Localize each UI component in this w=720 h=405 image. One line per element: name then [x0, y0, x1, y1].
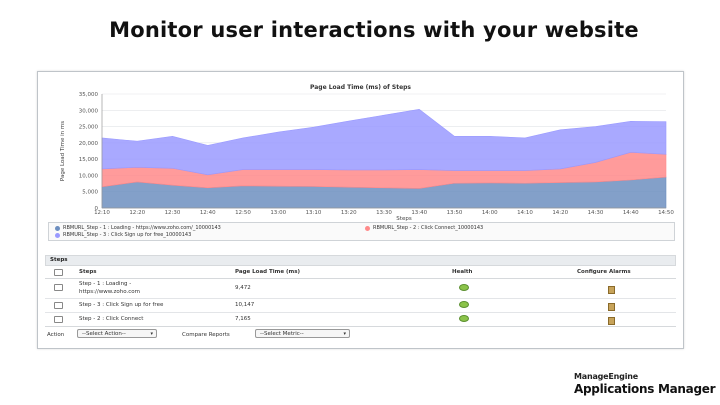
x-axis-label: Steps	[396, 216, 412, 222]
y-axis-label: Page Load Time in ms	[60, 121, 66, 181]
alarm-bell-icon[interactable]	[608, 286, 615, 294]
series-area-3	[101, 108, 667, 176]
page-load-time: 9,472	[235, 285, 251, 291]
action-select-value: --Select Action--	[82, 331, 126, 337]
legend-label: RBMURL_Step - 2 : Click Connect_10000143	[373, 225, 484, 231]
legend-item-step3[interactable]: RBMURL_Step - 3 : Click Sign up for free…	[55, 232, 191, 238]
column-health[interactable]: Health	[452, 269, 473, 275]
column-page-load-time[interactable]: Page Load Time (ms)	[235, 269, 301, 275]
legend-dot	[365, 225, 370, 231]
health-status-icon	[459, 315, 469, 322]
x-tick-label: 14:50	[658, 210, 674, 216]
brand-line2: Applications Manager	[574, 382, 716, 396]
x-tick-label: 14:30	[588, 210, 604, 216]
y-tick-label: 15,000	[79, 157, 99, 163]
x-tick-label: 12:50	[235, 210, 251, 216]
steps-section: Steps Steps Page Load Time (ms) Health C…	[45, 255, 676, 327]
legend-dot	[55, 232, 60, 238]
column-configure-alarms[interactable]: Configure Alarms	[577, 269, 631, 275]
health-status-icon	[459, 284, 469, 291]
y-tick-label: 5,000	[82, 190, 98, 196]
table-row: Step - 2 : Click Connect 7,165	[45, 313, 676, 327]
alarm-bell-icon[interactable]	[608, 303, 615, 311]
legend-dot	[55, 225, 60, 231]
x-tick-label: 12:40	[200, 210, 216, 216]
row-checkbox[interactable]	[54, 302, 63, 309]
y-tick-label: 10,000	[79, 173, 99, 179]
x-tick-label: 13:30	[376, 210, 392, 216]
x-tick-label: 13:40	[411, 210, 427, 216]
page-load-time: 7,165	[235, 316, 251, 322]
legend-label: RBMURL_Step - 3 : Click Sign up for free…	[63, 232, 192, 238]
alarm-bell-icon[interactable]	[608, 317, 615, 325]
x-tick-label: 13:50	[447, 210, 463, 216]
chevron-down-icon: ▾	[343, 331, 346, 337]
x-tick-label: 14:40	[623, 210, 639, 216]
steps-table-header: Steps Page Load Time (ms) Health Configu…	[45, 266, 676, 279]
page-load-chart: 0 5,000 10,000 15,000 20,000 25,000 30,000 35,0…	[60, 92, 674, 222]
x-tick-label: 12:30	[165, 210, 181, 216]
report-panel: Page Load Time (ms) of Steps 0 5,000 10,00…	[37, 71, 684, 349]
brand-logo: ManageEngine Applications Manager	[574, 372, 716, 396]
action-label: Action	[47, 332, 65, 338]
legend-item-step2[interactable]: RBMURL_Step - 2 : Click Connect_10000143	[365, 225, 483, 231]
metric-select[interactable]: --Select Metric-- ▾	[255, 329, 350, 338]
steps-panel-title: Steps	[45, 255, 676, 266]
x-tick-label: 12:20	[129, 210, 145, 216]
brand-line1: ManageEngine	[574, 372, 638, 381]
y-tick-label: 35,000	[79, 92, 99, 98]
page-load-time: 10,147	[235, 302, 255, 308]
row-checkbox[interactable]	[54, 284, 63, 291]
column-steps[interactable]: Steps	[79, 269, 97, 275]
row-checkbox[interactable]	[54, 316, 63, 323]
y-tick-label: 30,000	[79, 108, 99, 114]
select-all-checkbox[interactable]	[54, 269, 63, 276]
x-tick-label: 12:10	[94, 210, 110, 216]
x-tick-label: 14:20	[552, 210, 568, 216]
table-row: Step - 3 : Click Sign up for free 10,147	[45, 299, 676, 313]
x-tick-label: 13:00	[270, 210, 286, 216]
action-select[interactable]: --Select Action-- ▾	[77, 329, 157, 338]
health-status-icon	[459, 301, 469, 308]
legend-item-step1[interactable]: RBMURL_Step - 1 : Loading - https://www.…	[55, 225, 221, 231]
action-bar: Action --Select Action-- ▾ Compare Repor…	[45, 329, 676, 341]
chart-legend: RBMURL_Step - 1 : Loading - https://www.…	[48, 222, 675, 241]
x-tick-label: 13:10	[306, 210, 322, 216]
chevron-down-icon: ▾	[150, 331, 153, 337]
x-tick-label: 14:00	[482, 210, 498, 216]
step-name[interactable]: Step - 1 : Loading -	[79, 281, 132, 287]
legend-label: RBMURL_Step - 1 : Loading - https://www.…	[63, 225, 221, 231]
y-tick-label: 0	[95, 206, 99, 212]
y-tick-label: 25,000	[79, 125, 99, 131]
table-row: Step - 1 : Loading - https://www.zoho.co…	[45, 279, 676, 299]
metric-select-value: --Select Metric--	[260, 331, 304, 337]
step-url[interactable]: https://www.zoho.com	[79, 289, 140, 295]
step-name[interactable]: Step - 3 : Click Sign up for free	[79, 302, 164, 308]
compare-reports-label: Compare Reports	[182, 332, 230, 338]
page-headline: Monitor user interactions with your webs…	[109, 18, 639, 42]
step-name[interactable]: Step - 2 : Click Connect	[79, 316, 144, 322]
chart-title: Page Load Time (ms) of Steps	[309, 84, 412, 91]
x-tick-label: 13:20	[341, 210, 357, 216]
y-tick-label: 20,000	[79, 141, 99, 147]
x-tick-label: 14:10	[517, 210, 533, 216]
